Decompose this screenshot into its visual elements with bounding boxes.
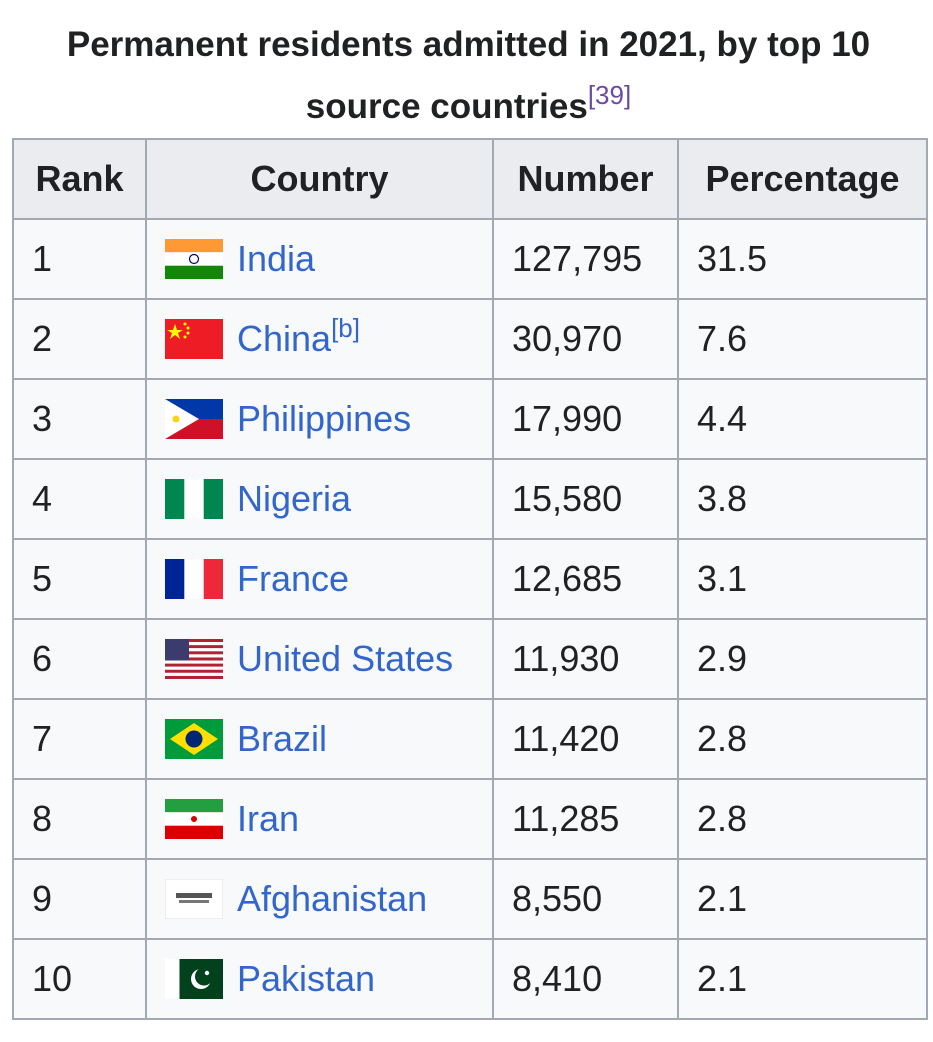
- country-cell: India: [145, 218, 494, 300]
- country-link[interactable]: India: [237, 238, 316, 279]
- row: 7 Brazil 11,420 2.8: [12, 698, 928, 780]
- flag: [165, 559, 223, 600]
- percentage-cell: 2.1: [677, 858, 928, 940]
- header-cell: Rank: [12, 138, 147, 220]
- number-cell: 127,795: [492, 218, 679, 300]
- flag: [165, 719, 223, 760]
- country-link[interactable]: Nigeria: [237, 478, 352, 519]
- rank-cell: 6: [12, 618, 147, 700]
- percentage-cell: 2.9: [677, 618, 928, 700]
- country-link[interactable]: China: [237, 318, 332, 359]
- country-link[interactable]: Pakistan: [237, 958, 376, 999]
- number-cell: 11,930: [492, 618, 679, 700]
- caption: Permanent residents admitted in 2021, by…: [12, 14, 925, 138]
- rank-cell: 4: [12, 458, 147, 540]
- flag: [165, 239, 223, 280]
- country-link[interactable]: France: [237, 558, 350, 599]
- rank-cell: 5: [12, 538, 147, 620]
- percentage-cell: 2.1: [677, 938, 928, 1020]
- row: 1 India 127,795 31.5: [12, 218, 928, 300]
- rank-cell: 9: [12, 858, 147, 940]
- number-cell: 30,970: [492, 298, 679, 380]
- country-link[interactable]: United States: [237, 638, 454, 679]
- country-cell: China[b]: [145, 298, 494, 380]
- country-cell: Pakistan: [145, 938, 494, 1020]
- flag: [165, 639, 223, 680]
- percentage-cell: 4.4: [677, 378, 928, 460]
- country-cell: Nigeria: [145, 458, 494, 540]
- row: 5 France 12,685 3.1: [12, 538, 928, 620]
- flag: [165, 879, 223, 920]
- rank-cell: 3: [12, 378, 147, 460]
- country-cell: Philippines: [145, 378, 494, 460]
- row: 4 Nigeria 15,580 3.8: [12, 458, 928, 540]
- header-cell: Country: [145, 138, 494, 220]
- flag: [165, 319, 223, 360]
- reference[interactable]: [39]: [587, 80, 632, 110]
- row: 6 United States 11,930 2.9: [12, 618, 928, 700]
- flag: [165, 799, 223, 840]
- note[interactable]: [b]: [331, 313, 360, 343]
- header-cell: Number: [492, 138, 679, 220]
- country-link[interactable]: Iran: [237, 798, 300, 839]
- number-cell: 12,685: [492, 538, 679, 620]
- country-cell: Afghanistan: [145, 858, 494, 940]
- number-cell: 17,990: [492, 378, 679, 460]
- country-cell: Iran: [145, 778, 494, 860]
- rank-cell: 10: [12, 938, 147, 1020]
- country-cell: Brazil: [145, 698, 494, 780]
- flag: [165, 959, 223, 1000]
- row: 3 Philippines 17,990 4.4: [12, 378, 928, 460]
- percentage-cell: 31.5: [677, 218, 928, 300]
- number-cell: 15,580: [492, 458, 679, 540]
- rank-cell: 2: [12, 298, 147, 380]
- country-cell: United States: [145, 618, 494, 700]
- table: Rank Country Number Percentage 1 India 127,79…: [12, 138, 928, 1020]
- row: 2 China[b] 30,970 7.6: [12, 298, 928, 380]
- percentage-cell: 2.8: [677, 778, 928, 860]
- percentage-cell: 3.8: [677, 458, 928, 540]
- percentage-cell: 7.6: [677, 298, 928, 380]
- flag: [165, 479, 223, 520]
- country-cell: France: [145, 538, 494, 620]
- country-link[interactable]: Brazil: [237, 718, 328, 759]
- country-link[interactable]: Afghanistan: [237, 878, 428, 919]
- number-cell: 8,410: [492, 938, 679, 1020]
- percentage-cell: 2.8: [677, 698, 928, 780]
- row: 9 Afghanistan 8,550 2.1: [12, 858, 928, 940]
- row: 8 Iran 11,285 2.8: [12, 778, 928, 860]
- caption-title: Permanent residents admitted in 2021, by…: [66, 25, 871, 126]
- rank-cell: 8: [12, 778, 147, 860]
- number-cell: 8,550: [492, 858, 679, 940]
- number-cell: 11,285: [492, 778, 679, 860]
- rank-cell: 7: [12, 698, 147, 780]
- header-row: Rank Country Number Percentage: [12, 138, 928, 220]
- header-cell: Percentage: [677, 138, 928, 220]
- percentage-cell: 3.1: [677, 538, 928, 620]
- number-cell: 11,420: [492, 698, 679, 780]
- rank-cell: 1: [12, 218, 147, 300]
- country-link[interactable]: Philippines: [237, 398, 412, 439]
- flag: [165, 399, 223, 440]
- row: 10 Pakistan 8,410 2.1: [12, 938, 928, 1020]
